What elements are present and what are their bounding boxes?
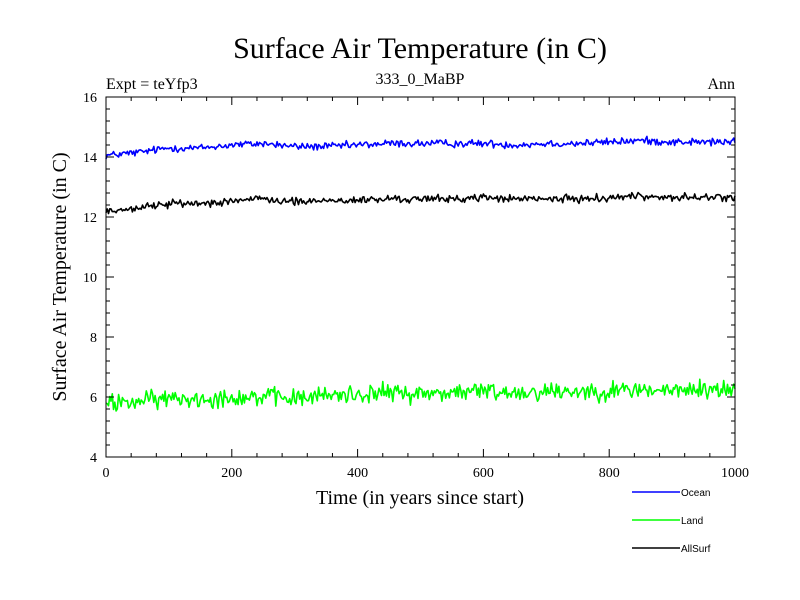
x-tick-label: 400 <box>347 466 368 481</box>
legend: Ocean Land AllSurf <box>632 488 711 555</box>
y-tick-label: 12 <box>83 211 97 226</box>
period-label: 333_0_MaBP <box>376 71 465 88</box>
x-axis-label: Time (in years since start) <box>316 487 524 509</box>
series-line-ocean <box>105 135 736 160</box>
legend-label-allsurf: AllSurf <box>681 544 711 555</box>
series-layer <box>105 135 736 412</box>
x-tick-label: 800 <box>599 466 620 481</box>
axes-layer: 0 200 400 600 800 1000 4 6 8 10 12 14 16 <box>83 91 749 481</box>
experiment-label: Expt = teYfp3 <box>106 76 198 93</box>
x-tick-label: 600 <box>473 466 494 481</box>
y-tick-label: 8 <box>90 331 97 346</box>
x-tick-label: 1000 <box>721 466 749 481</box>
chart-title: Surface Air Temperature (in C) <box>233 32 607 65</box>
y-axis-label: Surface Air Temperature (in C) <box>49 152 71 401</box>
y-tick-label: 14 <box>83 151 97 166</box>
season-label: Ann <box>707 76 735 93</box>
x-tick-label: 0 <box>103 466 110 481</box>
y-tick-label: 4 <box>90 451 97 466</box>
legend-label-land: Land <box>681 516 703 527</box>
series-line-land <box>105 378 736 412</box>
y-tick-label: 6 <box>90 391 97 406</box>
series-line-allsurf <box>105 191 736 215</box>
y-tick-label: 10 <box>83 271 97 286</box>
y-tick-label: 16 <box>83 91 97 106</box>
x-tick-label: 200 <box>221 466 242 481</box>
legend-label-ocean: Ocean <box>681 488 710 499</box>
